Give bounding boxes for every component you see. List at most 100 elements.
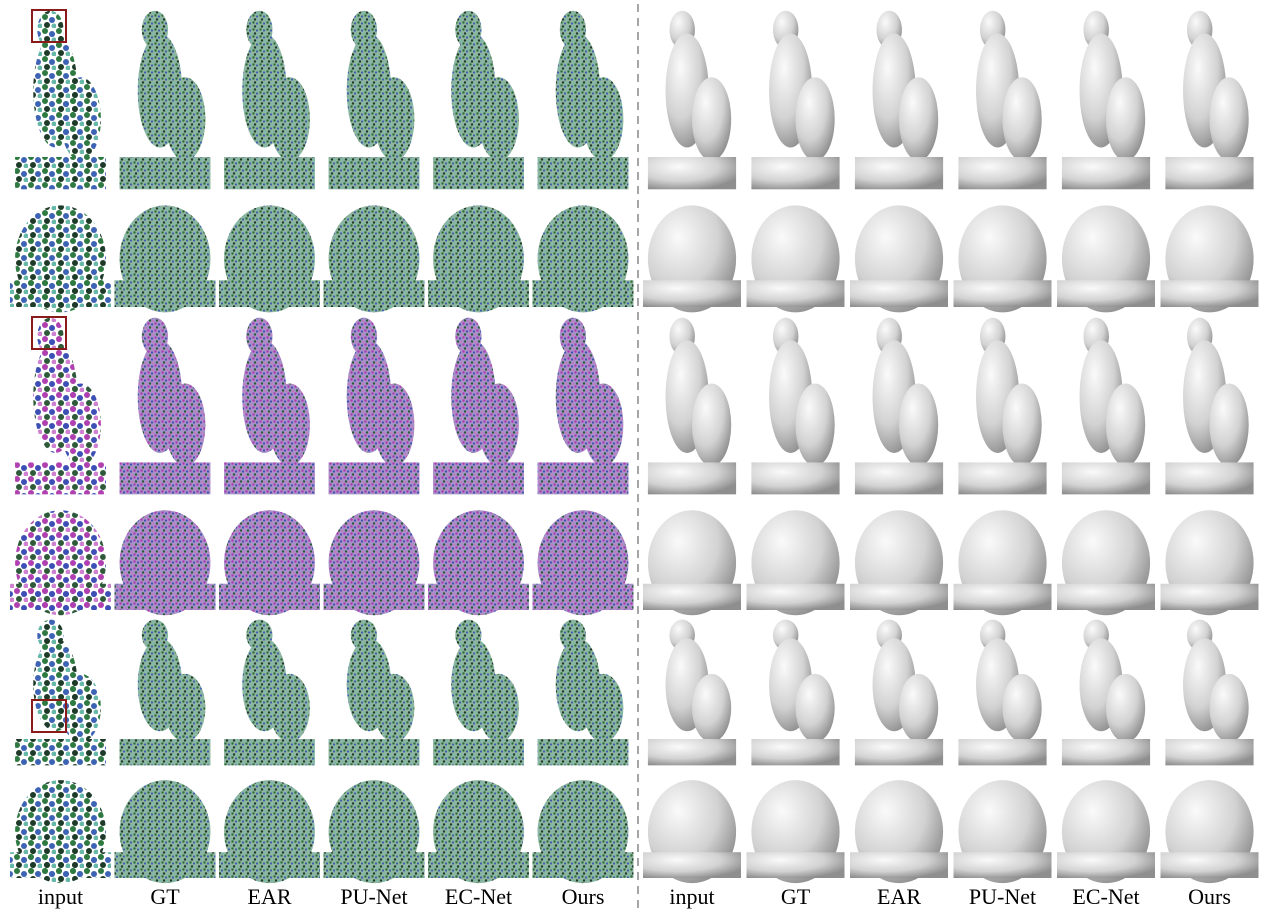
zoom-box [31, 316, 67, 350]
panel [119, 10, 840, 190]
panel [328, 10, 1047, 190]
side [692, 383, 732, 467]
panel [114, 200, 845, 313]
zoom-lower [1160, 583, 1259, 610]
base [1165, 462, 1254, 495]
column-label: PU-Net [969, 884, 1036, 909]
side [269, 673, 310, 743]
base [537, 462, 629, 495]
base [958, 157, 1047, 190]
side [899, 383, 939, 467]
zoom-lower [323, 583, 425, 610]
zoom-lower [850, 280, 948, 307]
panel [219, 200, 948, 313]
base [119, 739, 211, 766]
zoom-lower [114, 852, 216, 878]
panel [532, 505, 1259, 616]
panel [119, 619, 840, 766]
column-label: input [669, 884, 714, 909]
zoom-lower [953, 583, 1052, 610]
base [537, 157, 629, 190]
panel [537, 619, 1254, 766]
base [224, 739, 315, 766]
base [119, 462, 211, 495]
side [1106, 77, 1146, 161]
base [1061, 462, 1151, 495]
panel [114, 505, 845, 616]
base [647, 157, 737, 190]
side [478, 77, 519, 161]
base [15, 739, 106, 766]
zoom-lower [114, 280, 216, 307]
side [374, 383, 415, 467]
base [1165, 739, 1254, 766]
panel [428, 505, 1155, 616]
panel [224, 317, 944, 495]
zoom-lower [10, 280, 111, 307]
side [583, 673, 624, 743]
base [433, 739, 524, 766]
zoom-lower [428, 280, 529, 307]
zoom-lower [746, 583, 845, 610]
column-label: EAR [248, 884, 292, 909]
zoom-lower [10, 583, 111, 610]
zoom-lower [1057, 583, 1155, 610]
panel [433, 619, 1151, 766]
zoom-lower [1057, 280, 1155, 307]
base [328, 157, 420, 190]
zoom-lower [219, 280, 320, 307]
side [374, 673, 415, 743]
zoom-lower [428, 852, 529, 878]
base [854, 739, 944, 766]
zoom-lower [323, 852, 425, 878]
panel [328, 317, 1047, 495]
base [751, 462, 840, 495]
base [751, 739, 840, 766]
panel [10, 200, 741, 313]
zoom-lower [219, 583, 320, 610]
panel [224, 619, 944, 766]
base [854, 462, 944, 495]
zoom-lower [219, 852, 320, 878]
panel [219, 505, 948, 616]
side [1106, 383, 1146, 467]
zoom-lower [850, 852, 948, 878]
panel [428, 200, 1155, 313]
panel [532, 200, 1259, 313]
zoom-lower [428, 583, 529, 610]
side [60, 673, 101, 743]
side [269, 383, 310, 467]
base [15, 157, 106, 190]
side [1002, 77, 1042, 161]
side [583, 383, 624, 467]
base [647, 739, 737, 766]
panel [433, 317, 1151, 495]
base [958, 462, 1047, 495]
zoom-lower [643, 583, 741, 610]
base [1165, 157, 1254, 190]
panel [219, 775, 948, 884]
side [795, 77, 835, 161]
panel [119, 317, 840, 495]
side [899, 77, 939, 161]
side [1209, 383, 1249, 467]
base [1061, 739, 1151, 766]
panel [323, 775, 1052, 884]
panel [15, 9, 737, 190]
panel [10, 505, 741, 616]
panel [323, 505, 1052, 616]
side [1209, 77, 1249, 161]
side [374, 77, 415, 161]
panel [433, 10, 1151, 190]
side [1209, 673, 1249, 743]
zoom-lower [1160, 280, 1259, 307]
panel [328, 619, 1047, 766]
column-label: GT [781, 884, 811, 909]
side [1106, 673, 1146, 743]
base [433, 157, 524, 190]
zoom-box [31, 9, 67, 43]
side [795, 383, 835, 467]
base [1061, 157, 1151, 190]
panel [428, 775, 1155, 884]
